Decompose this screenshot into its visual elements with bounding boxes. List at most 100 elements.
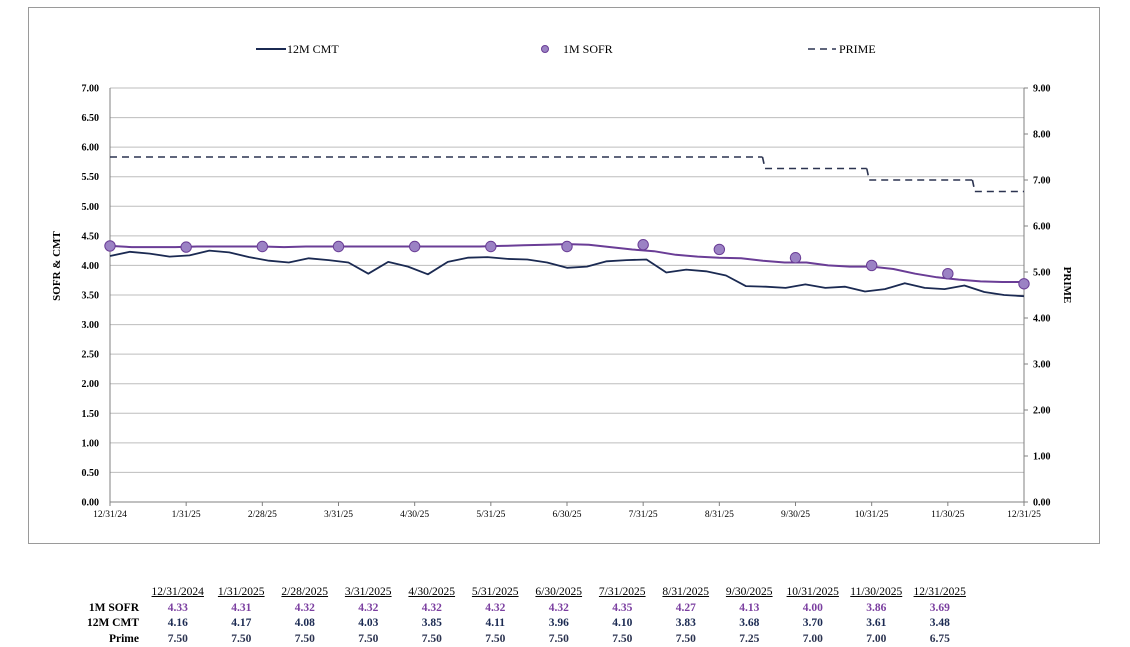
table-cell: 3.86 [845,601,909,617]
sofr-marker [943,269,953,279]
sofr-marker [638,240,648,250]
y-tick-label: 2.50 [82,350,100,361]
table-cell: 3.85 [400,616,464,632]
table-cell: 4.16 [146,616,210,632]
sofr-marker [181,242,191,252]
sofr-marker [790,253,800,263]
sofr-marker [866,260,876,270]
legend-sofr-label: 1M SOFR [563,42,613,56]
table-cell: 3.83 [654,616,718,632]
x-tick-label: 8/31/25 [705,510,734,520]
x-tick-label: 5/31/25 [476,510,505,520]
y-tick-label: 3.00 [82,320,100,331]
x-tick-label: 12/31/24 [93,510,127,520]
y2-tick-label: 3.00 [1033,360,1051,371]
rates-chart: 0.00 0.50 1.00 1.50 2.00 2.50 3.00 3.50 4.00 4.50… [0,0,1130,560]
table-cell: 4.32 [527,601,591,617]
table-cell: 4.31 [210,601,274,617]
rates-table: 12/31/2024 1/31/2025 2/28/2025 3/31/2025… [80,585,972,647]
sofr-marker [105,241,115,251]
table-cell: 4.32 [400,601,464,617]
y-tick-label: 2.00 [82,379,100,390]
table-date-header: 8/31/2025 [654,585,718,601]
y-tick-label: 4.00 [82,261,100,272]
sofr-marker [1019,279,1029,289]
y-tick-label: 7.00 [82,84,100,95]
x-tick-label: 7/31/25 [629,510,658,520]
y-tick-label: 0.00 [82,498,100,509]
x-tick-label: 4/30/25 [400,510,429,520]
y2-axis-title: PRIME [1061,267,1073,304]
table-corner [80,585,146,601]
sofr-marker [257,241,267,251]
table-date-header: 12/31/2025 [908,585,972,601]
table-date-header: 2/28/2025 [273,585,337,601]
y-tick-label: 5.50 [82,172,100,183]
table-cell: 4.10 [591,616,655,632]
prime-step-drop [762,157,765,169]
y2-tick-label: 5.00 [1033,268,1051,279]
table-date-header: 4/30/2025 [400,585,464,601]
y2-tick-label: 2.00 [1033,406,1051,417]
table-cell: 4.32 [273,601,337,617]
y-axis-title: SOFR & CMT [51,231,63,301]
table-date-header: 11/30/2025 [845,585,909,601]
sofr-marker [409,241,419,251]
axes-layer: 0.00 0.50 1.00 1.50 2.00 2.50 3.00 3.50 4.00 4.50… [82,84,1051,521]
y-tick-label: 5.00 [82,202,100,213]
y2-tick-label: 4.00 [1033,314,1051,325]
y2-tick-label: 6.00 [1033,222,1051,233]
y-tick-label: 3.50 [82,291,100,302]
y-tick-label: 6.00 [82,143,100,154]
table-date-header: 1/31/2025 [210,585,274,601]
legend-prime-label: PRIME [839,42,876,56]
y2-tick-label: 7.00 [1033,176,1051,187]
table-date-header: 10/31/2025 [781,585,845,601]
table-cell: 4.00 [781,601,845,617]
grid-layer [110,88,1024,502]
y-tick-label: 1.00 [82,438,100,449]
table-row-label: 1M SOFR [80,601,146,617]
y2-tick-label: 1.00 [1033,452,1051,463]
sofr-marker [486,241,496,251]
table-date-header: 12/31/2024 [146,585,210,601]
x-tick-label: 12/31/25 [1007,510,1041,520]
table-cell: 4.33 [146,601,210,617]
sofr-marker [562,241,572,251]
table-cell: 4.08 [273,616,337,632]
legend-cmt-label: 12M CMT [287,42,339,56]
table-date-header: 6/30/2025 [527,585,591,601]
table-date-header: 9/30/2025 [718,585,782,601]
x-tick-label: 11/30/25 [931,510,965,520]
cmt-series-line [110,251,1024,297]
table-cell: 4.11 [464,616,528,632]
series-layer [105,157,1029,296]
table-cell: 4.32 [464,601,528,617]
table-cell: 3.70 [781,616,845,632]
table-cell: 4.32 [337,601,401,617]
legend: 12M CMT 1M SOFR PRIME [256,42,876,56]
y-tick-label: 0.50 [82,468,100,479]
table-cell: 4.13 [718,601,782,617]
y2-tick-label: 0.00 [1033,498,1051,509]
table-date-header: 7/31/2025 [591,585,655,601]
table-row-label: 12M CMT [80,616,146,632]
x-tick-label: 10/31/25 [855,510,889,520]
y-tick-label: 1.50 [82,409,100,420]
table-cell: 4.03 [337,616,401,632]
table-cell: 4.17 [210,616,274,632]
table-header-row: 12/31/2024 1/31/2025 2/28/2025 3/31/2025… [80,585,972,601]
table-date-header: 5/31/2025 [464,585,528,601]
x-tick-label: 6/30/25 [552,510,581,520]
prime-step-drop [972,180,974,192]
table-cell: 4.27 [654,601,718,617]
x-tick-label: 2/28/25 [248,510,277,520]
x-tick-label: 1/31/25 [172,510,201,520]
sofr-marker [714,244,724,254]
y-tick-label: 6.50 [82,113,100,124]
table-cell: 3.48 [908,616,972,632]
table-cell: 3.96 [527,616,591,632]
y-tick-label: 4.50 [82,231,100,242]
